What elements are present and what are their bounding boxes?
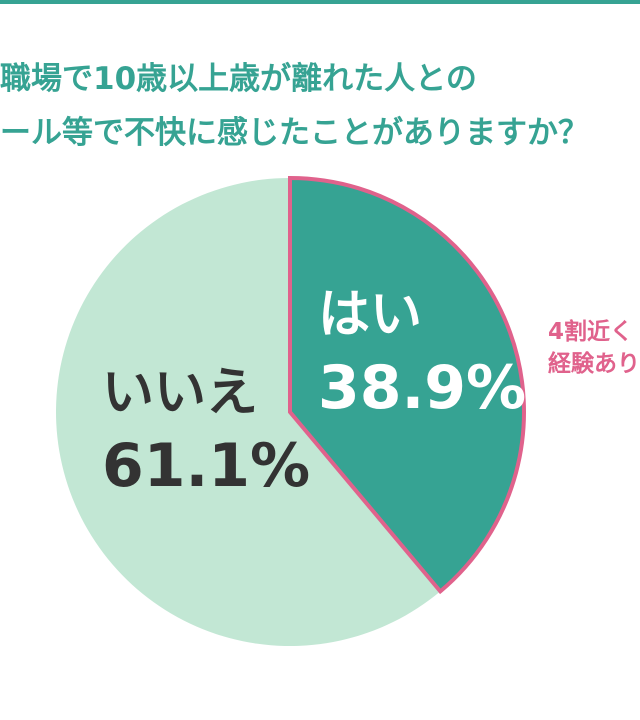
slice-label-yes: はい 38.9% — [318, 280, 526, 426]
annotation-line-1: 4割近く — [548, 319, 634, 345]
annotation-callout: 4割近く 経験あり — [548, 316, 640, 380]
title-line-2: ール等で不快に感じたことがありますか？ — [0, 115, 589, 151]
slice-category-no: いいえ — [102, 363, 259, 423]
chart-title: 職場で10歳以上歳が離れた人との ール等で不快に感じたことがありますか？ — [0, 52, 640, 160]
top-rule — [0, 0, 640, 4]
slice-category-yes: はい — [318, 285, 423, 345]
slice-percent-yes: 38.9% — [318, 353, 527, 423]
slice-label-no: いいえ 61.1% — [102, 358, 310, 504]
annotation-line-2: 経験あり — [548, 351, 640, 377]
slice-percent-no: 61.1% — [102, 431, 311, 501]
title-line-1: 職場で10歳以上歳が離れた人との — [0, 61, 477, 97]
pie-slice-no — [56, 178, 441, 646]
pie-slice-yes — [288, 175, 527, 595]
